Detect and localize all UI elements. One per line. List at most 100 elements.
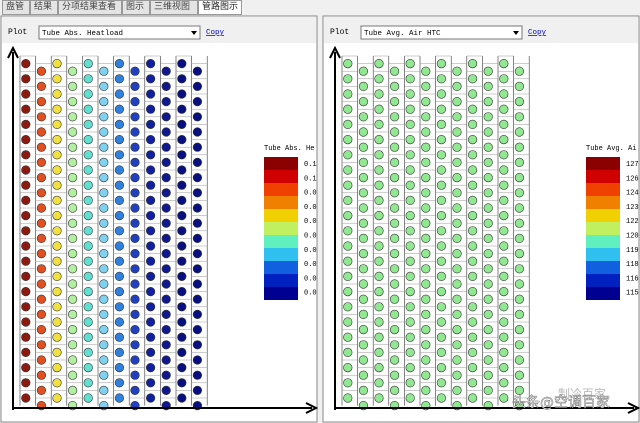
tube <box>374 74 384 84</box>
legend-swatch <box>264 157 298 170</box>
tube <box>52 226 62 236</box>
tube <box>130 203 140 213</box>
tube <box>499 332 509 342</box>
tube <box>21 393 31 403</box>
tube <box>390 142 400 152</box>
tube <box>483 218 493 228</box>
tube <box>130 340 140 350</box>
tube <box>177 58 187 69</box>
dropdown[interactable] <box>360 25 523 40</box>
tube <box>146 226 156 236</box>
tube <box>483 233 493 243</box>
legend-swatch <box>264 261 298 274</box>
tube <box>421 385 431 396</box>
tube <box>499 302 509 312</box>
tab[interactable]: 三维视图 <box>150 0 198 15</box>
tab[interactable]: 图示 <box>122 0 150 15</box>
tube <box>405 226 415 236</box>
tube <box>483 385 493 396</box>
tube <box>161 173 171 183</box>
tube <box>483 264 493 274</box>
tube <box>390 96 400 107</box>
tube <box>161 370 171 380</box>
tube <box>468 135 478 145</box>
tube <box>483 96 493 107</box>
tab[interactable]: 管路图示 <box>198 0 242 15</box>
tube <box>405 241 415 251</box>
tube <box>177 211 187 221</box>
tube <box>468 211 478 221</box>
tube <box>374 241 384 251</box>
tube <box>452 81 462 91</box>
tube <box>67 294 78 304</box>
tube <box>514 142 525 152</box>
tube <box>52 363 62 373</box>
tube <box>36 142 47 152</box>
tube <box>452 142 462 152</box>
tube <box>468 271 478 282</box>
tube <box>343 393 353 403</box>
tube <box>514 188 525 198</box>
tube <box>192 112 202 122</box>
dropdown[interactable] <box>38 25 201 40</box>
tube <box>146 89 156 99</box>
tube <box>36 203 47 213</box>
tab[interactable]: 分项结果查看 <box>58 0 122 15</box>
tube <box>421 66 431 76</box>
tube <box>468 332 478 342</box>
tube <box>374 332 384 342</box>
legend-swatch <box>586 170 620 183</box>
legend-label: 0.0 <box>304 204 317 212</box>
tube <box>161 294 171 304</box>
tube <box>452 340 462 350</box>
tube <box>374 378 384 388</box>
tube <box>514 127 525 137</box>
tube <box>192 173 202 183</box>
tube <box>83 256 93 266</box>
tube <box>130 142 140 152</box>
tube <box>99 112 109 122</box>
tube <box>67 203 78 213</box>
tube <box>83 347 93 358</box>
tube <box>52 104 62 114</box>
tube <box>358 264 369 274</box>
tube <box>358 355 369 365</box>
tube <box>390 249 400 259</box>
tube <box>114 256 124 266</box>
tube <box>83 211 93 221</box>
tube <box>436 195 447 205</box>
tube <box>177 256 187 266</box>
tube <box>358 309 369 320</box>
tube <box>21 104 31 114</box>
tube <box>67 173 78 183</box>
legend-swatch <box>264 209 298 222</box>
tube <box>130 173 140 183</box>
tube <box>83 74 93 84</box>
tube <box>36 309 47 320</box>
tube <box>390 309 400 320</box>
tube <box>83 180 93 190</box>
tab[interactable]: 盘管 <box>2 0 30 15</box>
tube <box>405 119 415 129</box>
tube <box>21 74 31 84</box>
tube <box>146 317 156 327</box>
copy-link[interactable]: Copy <box>528 29 547 37</box>
tube <box>192 233 202 243</box>
tube <box>514 249 525 259</box>
tube <box>83 104 93 114</box>
copy-link[interactable]: Copy <box>206 29 225 37</box>
tube <box>468 378 478 388</box>
tube <box>99 173 109 183</box>
tube <box>343 211 353 221</box>
legend-label: 0.0 <box>304 190 317 198</box>
tube <box>177 378 187 388</box>
tube <box>374 393 384 403</box>
tube <box>99 385 109 396</box>
tube <box>421 112 431 122</box>
tube <box>514 233 525 243</box>
tube <box>436 74 447 84</box>
tube <box>421 264 431 274</box>
dropdown-arrow <box>191 31 197 35</box>
tab[interactable]: 结果 <box>30 0 58 15</box>
tube <box>358 325 369 335</box>
